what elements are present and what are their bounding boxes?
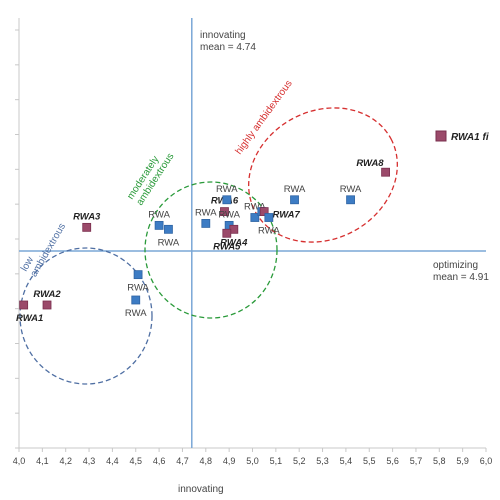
x-tick-label: 4,8 xyxy=(200,456,213,466)
x-tick-label: 4,0 xyxy=(13,456,26,466)
point-label: RWA xyxy=(218,209,240,220)
point-marker xyxy=(164,224,173,234)
x-axis-title: innovating xyxy=(178,484,224,495)
point-label: RWA xyxy=(125,308,147,319)
x-tick-label: 4,1 xyxy=(36,456,49,466)
x-tick-label: 5,4 xyxy=(340,456,353,466)
x-tick-label: 4,5 xyxy=(129,456,142,466)
high-ambidextrous-ellipse xyxy=(248,107,398,243)
point-marker xyxy=(131,295,141,305)
point-label: RWA xyxy=(340,184,362,195)
x-tick-label: 5,7 xyxy=(410,456,423,466)
point-marker xyxy=(259,207,269,217)
x-tick-label: 5,3 xyxy=(316,456,329,466)
y-axis-ticks xyxy=(15,29,19,449)
x-tick-label: 5,1 xyxy=(270,456,283,466)
point-marker xyxy=(381,167,390,177)
point-label: RWA3 xyxy=(73,211,101,222)
point-marker xyxy=(222,228,232,238)
high-ambidextrous-label: highly ambidextrous xyxy=(234,78,295,156)
x-tick-label: 6,0 xyxy=(480,456,493,466)
point-marker xyxy=(82,222,92,232)
point-label: RWA xyxy=(216,184,238,195)
point-label: RWA xyxy=(127,283,149,294)
point-marker xyxy=(19,300,29,310)
innovating-ref-label: innovating xyxy=(200,30,246,41)
point-marker xyxy=(133,270,143,280)
point-marker xyxy=(220,207,229,217)
point-label: RWA xyxy=(258,226,280,237)
optimizing-ref-label: optimizing xyxy=(433,260,478,271)
point-label: RWA xyxy=(284,184,306,195)
point-label: RWA xyxy=(195,207,217,218)
x-tick-label: 5,2 xyxy=(293,456,306,466)
x-tick-label: 5,0 xyxy=(246,456,259,466)
point-label: RWA xyxy=(148,209,170,220)
x-tick-label: 5,5 xyxy=(363,456,376,466)
point-marker xyxy=(222,195,232,205)
moderate-ambidextrous-ellipse xyxy=(144,181,278,319)
legend-marker xyxy=(435,130,447,142)
point-label: RWA7 xyxy=(273,210,301,221)
point-marker xyxy=(201,219,211,228)
x-tick-label: 4,9 xyxy=(223,456,236,466)
point-marker xyxy=(250,213,260,222)
point-label: RWA8 xyxy=(356,158,384,169)
data-points: RWA1RWA2RWA3RWARWARWARWARWARWA6RWARWARWA… xyxy=(16,158,390,324)
point-marker xyxy=(346,195,355,205)
point-marker xyxy=(154,220,164,230)
point-label: RWA1 xyxy=(16,313,43,324)
innovating-ref-mean: mean = 4.74 xyxy=(200,42,256,53)
point-label: RWA2 xyxy=(33,289,61,300)
optimizing-ref-mean: mean = 4.91 xyxy=(433,272,489,283)
x-tick-label: 4,4 xyxy=(106,456,119,466)
point-marker xyxy=(290,195,299,205)
x-tick-label: 4,2 xyxy=(59,456,72,466)
x-tick-label: 5,8 xyxy=(433,456,446,466)
x-tick-label: 5,9 xyxy=(456,456,469,466)
x-tick-label: 4,6 xyxy=(153,456,166,466)
point-label: RWA4 xyxy=(220,237,248,248)
point-label: RWA xyxy=(244,202,266,213)
low-ambidextrous-label: low ambidextrous xyxy=(19,216,68,279)
point-marker xyxy=(264,213,274,222)
point-label: RWA xyxy=(158,237,180,248)
x-tick-label: 5,6 xyxy=(386,456,399,466)
x-tick-label: 4,7 xyxy=(176,456,189,466)
x-tick-label: 4,3 xyxy=(83,456,96,466)
legend-label: RWA1 fi xyxy=(451,132,489,143)
point-marker xyxy=(42,300,52,310)
low-ambidextrous-ellipse xyxy=(19,247,153,385)
point-label: RWA5 xyxy=(213,241,241,252)
x-axis-ticks: 4,0 4,1 4,2 4,3 4,4 4,5 4,6 4,7 4,8 4,9 5,0 5,1 5,2 5… xyxy=(13,448,493,466)
